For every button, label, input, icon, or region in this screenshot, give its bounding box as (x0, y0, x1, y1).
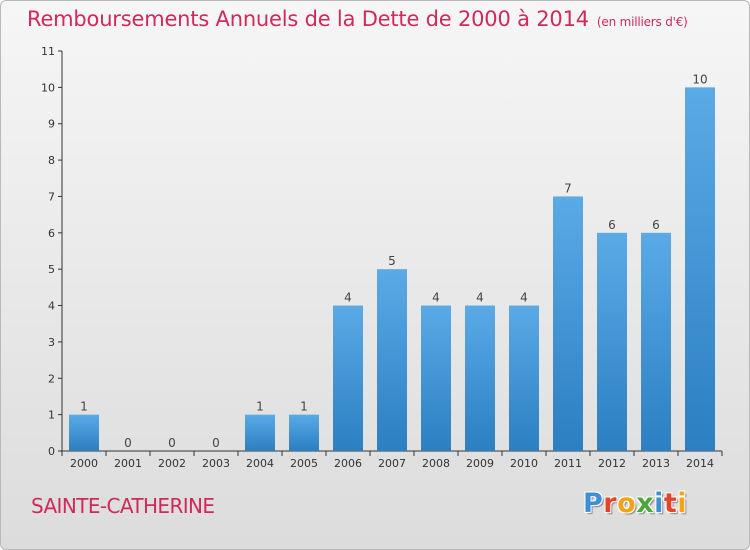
data-label-2000: 1 (80, 400, 88, 414)
data-label-2008: 4 (432, 291, 440, 305)
x-tick-label-2001: 2001 (114, 457, 142, 470)
data-label-2001: 0 (124, 436, 132, 450)
logo-letter: i (677, 488, 688, 519)
y-tick-label-10: 10 (41, 81, 55, 94)
data-label-2007: 5 (388, 254, 396, 268)
data-label-2004: 1 (256, 400, 264, 414)
x-tick-label-2004: 2004 (246, 457, 274, 470)
bar-2007 (377, 269, 407, 451)
bar-2008 (421, 305, 451, 451)
y-tick-label-4: 4 (48, 300, 55, 313)
data-label-2005: 1 (300, 400, 308, 414)
x-tick-label-2012: 2012 (598, 457, 626, 470)
bar-2010 (509, 305, 539, 451)
bar-2006 (333, 305, 363, 451)
y-tick-label-2: 2 (48, 372, 55, 385)
logo-letter: i (654, 488, 664, 519)
x-tick-label-2006: 2006 (334, 457, 362, 470)
data-label-2014: 10 (692, 72, 707, 86)
y-tick-label-7: 7 (48, 190, 55, 203)
y-tick-label-1: 1 (48, 409, 55, 422)
data-label-2010: 4 (520, 291, 528, 305)
y-tick-label-9: 9 (48, 118, 55, 131)
y-tick-label-3: 3 (48, 336, 55, 349)
y-tick-label-0: 0 (48, 445, 55, 458)
y-tick-label-8: 8 (48, 154, 55, 167)
bar-2013 (641, 232, 671, 451)
data-label-2013: 6 (652, 218, 660, 232)
x-tick-label-2003: 2003 (202, 457, 230, 470)
y-tick-label-6: 6 (48, 227, 55, 240)
x-tick-label-2013: 2013 (642, 457, 670, 470)
x-tick-label-2008: 2008 (422, 457, 450, 470)
x-tick-label-2005: 2005 (290, 457, 318, 470)
x-tick-label-2000: 2000 (70, 457, 98, 470)
data-label-2009: 4 (476, 291, 484, 305)
logo-letter: r (603, 488, 618, 519)
y-tick-label-11: 11 (41, 45, 55, 58)
x-tick-label-2014: 2014 (686, 457, 714, 470)
bar-2011 (553, 196, 583, 451)
bar-2005 (289, 414, 319, 451)
data-label-2002: 0 (168, 436, 176, 450)
data-label-2003: 0 (212, 436, 220, 450)
logo-letter: x (636, 488, 655, 519)
bar-2012 (597, 232, 627, 451)
bar-2004 (245, 414, 275, 451)
x-tick-label-2009: 2009 (466, 457, 494, 470)
chart-title: Remboursements Annuels de la Dette de 20… (27, 7, 688, 31)
logo-letter: P (583, 488, 604, 519)
bar-2014 (685, 87, 715, 451)
bar-2009 (465, 305, 495, 451)
x-tick-label-2007: 2007 (378, 457, 406, 470)
logo-letter: o (617, 488, 637, 519)
chart-subtitle: (en milliers d'€) (596, 15, 688, 29)
commune-name: SAINTE-CATHERINE (31, 494, 215, 518)
data-label-2012: 6 (608, 218, 616, 232)
data-label-2006: 4 (344, 291, 352, 305)
x-tick-label-2011: 2011 (554, 457, 582, 470)
x-tick-label-2002: 2002 (158, 457, 186, 470)
y-tick-label-5: 5 (48, 263, 55, 276)
data-label-2011: 7 (564, 181, 572, 195)
chart-title-text: Remboursements Annuels de la Dette de 20… (27, 7, 589, 31)
bar-2000 (69, 414, 99, 451)
proxiti-logo: Proxiti (583, 488, 687, 519)
logo-letter: t (663, 488, 678, 519)
x-tick-label-2010: 2010 (510, 457, 538, 470)
